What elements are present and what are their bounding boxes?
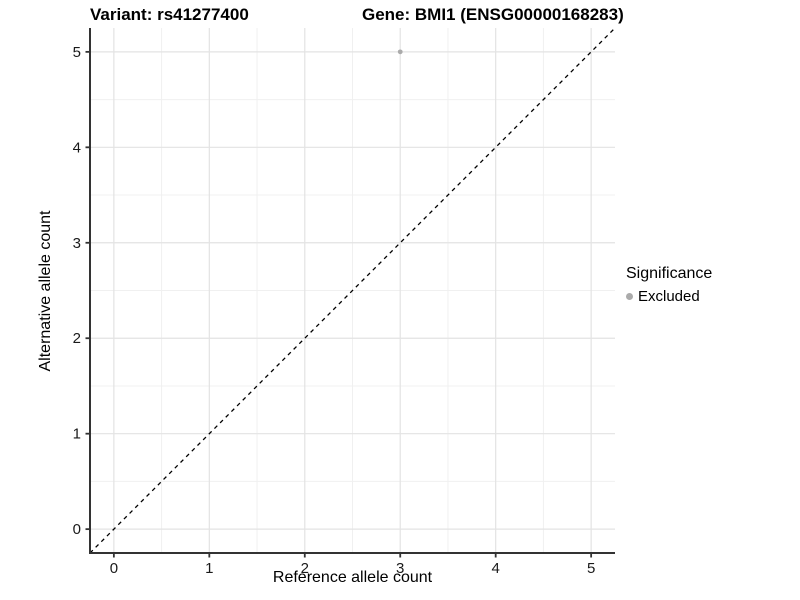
legend-entry-excluded: Excluded [626, 288, 712, 305]
y-tick-label: 3 [73, 235, 81, 252]
x-tick-label: 0 [110, 560, 118, 577]
identity-line [89, 27, 616, 554]
x-tick-label: 3 [396, 560, 404, 577]
x-tick-label: 4 [492, 560, 500, 577]
y-tick-label: 2 [73, 330, 81, 347]
legend: Significance Excluded [626, 265, 712, 305]
x-tick-label: 2 [301, 560, 309, 577]
y-tick-label: 4 [73, 139, 81, 156]
x-tick-label: 5 [587, 560, 595, 577]
gene-title: Gene: BMI1 (ENSG00000168283) [362, 5, 624, 24]
legend-title: Significance [626, 265, 713, 282]
y-tick-label: 5 [73, 44, 81, 61]
x-tick-label: 1 [205, 560, 213, 577]
y-tick-label: 0 [73, 521, 81, 538]
legend-point-icon [626, 293, 633, 300]
legend-entry-label: Excluded [638, 288, 700, 305]
x-axis-title: Reference allele count [272, 569, 433, 586]
y-tick-label: 1 [73, 426, 81, 443]
y-axis-title: Alternative allele count [37, 210, 54, 372]
data-point [397, 49, 403, 55]
variant-title: Variant: rs41277400 [90, 5, 249, 24]
